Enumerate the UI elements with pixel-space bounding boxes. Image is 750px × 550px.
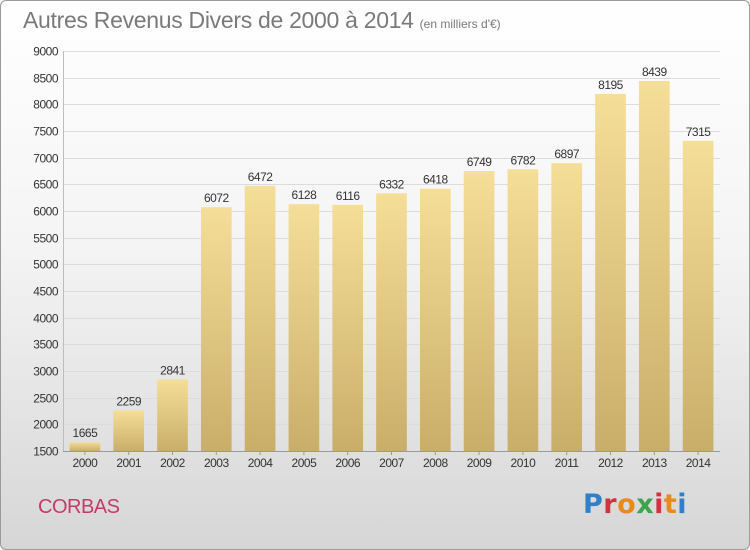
x-tick-label: 2009 [467, 456, 493, 470]
y-tick-label: 7500 [33, 125, 59, 139]
bar-2014[interactable] [682, 140, 714, 451]
x-tick-label: 2013 [642, 456, 668, 470]
data-label: 6472 [248, 170, 274, 184]
data-label: 6128 [292, 188, 318, 202]
x-tick-label: 2011 [555, 456, 580, 470]
data-label: 6072 [204, 191, 230, 205]
bar-2013[interactable] [638, 80, 670, 452]
bar-2012[interactable] [595, 93, 626, 451]
x-tick-label: 2010 [511, 456, 537, 470]
y-tick-label: 8500 [33, 72, 59, 86]
y-tick-label: 3000 [33, 365, 59, 379]
y-tick-label: 4000 [33, 312, 59, 326]
x-tick-label: 2012 [598, 456, 624, 470]
chart-title: Autres Revenus Divers de 2000 à 2014 (en … [23, 7, 501, 34]
x-tick-label: 2008 [423, 456, 449, 470]
x-tick-label: 2005 [292, 456, 318, 470]
x-tick-label: 2006 [335, 456, 361, 470]
bar-2003[interactable] [200, 207, 232, 451]
y-tick-label: 7000 [33, 152, 59, 166]
data-label: 7315 [686, 125, 712, 139]
y-tick-label: 4500 [33, 285, 59, 299]
commune-name: CORBAS [38, 496, 120, 518]
chart-subtitle: (en milliers d'€) [419, 17, 501, 31]
y-tick-label: 9000 [33, 45, 59, 59]
x-tick-label: 2014 [686, 456, 712, 470]
bar-2011[interactable] [551, 163, 583, 451]
y-tick-label: 1500 [33, 445, 59, 459]
bar-2010[interactable] [507, 169, 539, 451]
bar-2006[interactable] [332, 204, 364, 451]
bar-2000[interactable] [69, 442, 101, 451]
data-label: 8439 [642, 65, 668, 79]
title-text: Autres Revenus Divers de 2000 à 2014 [23, 7, 414, 33]
x-tick-label: 2004 [248, 456, 274, 470]
bar-2008[interactable] [419, 188, 451, 451]
bar-2005[interactable] [288, 204, 320, 451]
data-label: 2841 [160, 363, 186, 377]
data-label: 1665 [73, 426, 99, 440]
y-tick-label: 5000 [33, 258, 59, 272]
bar-2002[interactable] [157, 379, 188, 451]
data-label: 6749 [467, 155, 493, 169]
bar-2004[interactable] [244, 185, 276, 451]
data-label: 6116 [336, 189, 361, 203]
x-tick-label: 2002 [160, 456, 186, 470]
bars: 1665 2259 2841 6072 6472 6128 6116 6332 6418 6749… [69, 65, 714, 452]
proxiti-logo[interactable]: Proxiti [583, 489, 688, 520]
data-label: 6782 [511, 153, 537, 167]
y-tick-label: 5500 [33, 232, 59, 246]
x-tick-label: 2000 [73, 456, 99, 470]
axes: 1500 2000 2500 3000 3500 4000 4500 5000 5500 6000… [33, 45, 720, 470]
bar-2007[interactable] [376, 193, 407, 451]
x-tick-label: 2007 [379, 456, 405, 470]
bar-2009[interactable] [463, 171, 495, 451]
y-tick-label: 8000 [33, 98, 59, 112]
bar-2001[interactable] [113, 410, 145, 451]
y-tick-label: 3500 [33, 338, 59, 352]
y-tick-label: 2000 [33, 418, 59, 432]
y-tick-label: 6500 [33, 178, 59, 192]
x-tick-label: 2003 [204, 456, 230, 470]
data-label: 6418 [423, 173, 449, 187]
data-label: 8195 [598, 78, 624, 92]
data-label: 6897 [554, 147, 580, 161]
y-tick-label: 2500 [33, 392, 59, 406]
data-label: 6332 [379, 177, 405, 191]
y-tick-label: 6000 [33, 205, 59, 219]
data-label: 2259 [116, 395, 142, 409]
x-tick-label: 2001 [116, 456, 142, 470]
